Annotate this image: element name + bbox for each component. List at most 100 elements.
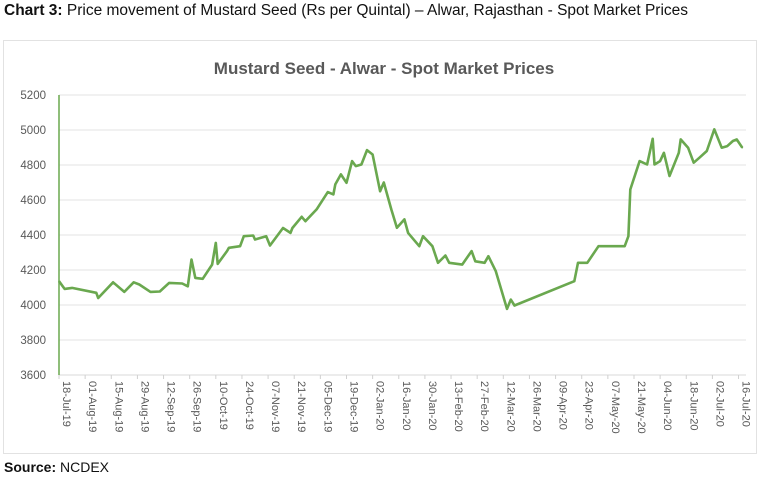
data-point (396, 227, 398, 229)
data-point (506, 308, 508, 310)
x-tick-label: 15-Aug-19 (112, 381, 124, 432)
data-point (646, 163, 648, 166)
x-tick-label: 18-Jun-20 (687, 381, 699, 431)
data-point (448, 262, 450, 264)
y-tick-label: 3600 (20, 370, 46, 382)
data-point (291, 227, 294, 229)
x-tick-label: 26-Sep-19 (191, 381, 203, 432)
x-tick-label: 10-Oct-19 (217, 381, 229, 430)
data-point (211, 263, 213, 266)
y-tick-label: 4000 (20, 300, 46, 312)
data-point (444, 254, 447, 257)
data-point (495, 270, 497, 273)
data-point (726, 145, 729, 147)
data-point (332, 193, 335, 196)
data-point (315, 208, 318, 211)
x-tick-label: 12-Mar-20 (504, 381, 516, 432)
data-point (269, 244, 271, 247)
data-point (340, 173, 342, 176)
data-point (112, 281, 114, 284)
data-point (407, 232, 409, 234)
source-value: NCDEX (60, 459, 110, 475)
data-point (201, 277, 204, 280)
data-point (732, 140, 734, 142)
source-label: Source: (4, 459, 57, 475)
data-point (422, 235, 424, 238)
data-point (63, 288, 66, 290)
y-tick-label: 5000 (20, 125, 46, 137)
data-point (638, 160, 641, 162)
y-tick-label: 3800 (20, 335, 46, 347)
data-point (627, 235, 630, 238)
data-point (741, 146, 744, 149)
data-point (713, 128, 716, 131)
data-point (304, 220, 307, 222)
data-point (659, 160, 661, 162)
data-point (360, 163, 363, 166)
data-point (483, 262, 486, 264)
data-point (487, 255, 490, 257)
data-point (149, 291, 152, 293)
source-note: Source: NCDEX (4, 459, 109, 475)
data-point (371, 153, 374, 156)
data-point (355, 165, 357, 167)
data-point (679, 138, 682, 141)
data-point (390, 208, 393, 211)
data-point (97, 297, 100, 299)
data-point (243, 235, 245, 238)
data-point (123, 291, 126, 293)
data-point (132, 281, 135, 284)
data-point (239, 245, 241, 247)
chart-heading: Chart 3: Price movement of Mustard Seed … (4, 2, 688, 20)
data-point (181, 282, 184, 285)
x-tick-label: 19-Dec-19 (347, 381, 359, 432)
data-point (573, 280, 576, 283)
data-point (216, 263, 219, 265)
data-point (651, 137, 654, 140)
data-point (168, 282, 170, 284)
data-point (629, 188, 632, 191)
data-point (418, 245, 421, 247)
data-point (437, 262, 439, 264)
data-point (228, 246, 230, 249)
data-point (653, 163, 656, 166)
data-point (252, 234, 254, 237)
x-tick-label: 02-Jan-20 (374, 381, 386, 431)
data-point (470, 250, 473, 252)
data-point (215, 242, 217, 244)
x-tick-label: 02-Jul-20 (713, 381, 725, 427)
x-tick-label: 18-Jul-19 (60, 381, 72, 427)
x-tick-label: 07-Nov-19 (269, 381, 281, 432)
data-point (351, 160, 353, 162)
x-tick-label: 27-Feb-20 (478, 381, 490, 432)
data-point (226, 250, 228, 252)
data-point (403, 218, 406, 221)
data-point (735, 138, 738, 141)
data-point (692, 161, 695, 164)
data-point (265, 235, 268, 238)
x-tick-label: 23-Apr-20 (583, 381, 595, 430)
x-tick-label: 21-May-20 (635, 381, 647, 434)
data-point (300, 216, 303, 218)
data-point (513, 304, 516, 307)
x-tick-label: 07-May-20 (609, 381, 621, 434)
x-tick-label: 16-Jul-20 (740, 381, 752, 427)
chart-frame (3, 40, 757, 454)
chart-title: Mustard Seed - Alwar - Spot Market Price… (214, 59, 554, 78)
y-tick-label: 4400 (20, 230, 46, 242)
data-point (705, 150, 708, 152)
y-tick-label: 4600 (20, 195, 46, 207)
line-chart: Mustard Seed - Alwar - Spot Market Price… (20, 59, 752, 434)
data-point (254, 238, 256, 241)
x-tick-label: 05-Dec-19 (321, 381, 333, 432)
data-point (334, 183, 337, 186)
data-point (431, 245, 434, 247)
data-point (668, 175, 671, 177)
data-point (677, 151, 680, 154)
x-tick-label: 04-Jun-20 (661, 381, 673, 431)
y-tick-label: 4200 (20, 265, 46, 277)
price-series-line (57, 128, 744, 311)
data-point (71, 287, 73, 289)
data-point (474, 260, 477, 263)
data-point (194, 277, 197, 279)
